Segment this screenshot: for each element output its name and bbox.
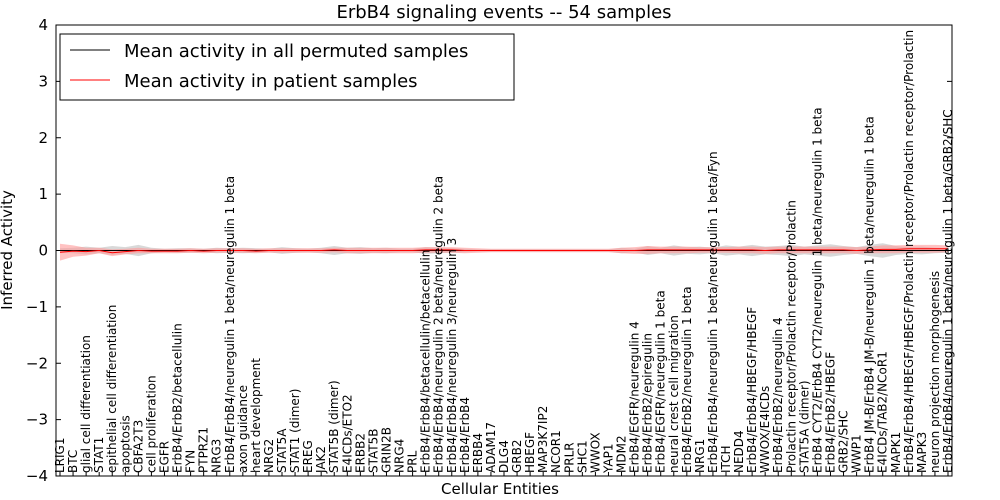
y-tick-label: −3	[26, 411, 48, 429]
x-tick-label: DLG4	[497, 440, 511, 473]
patient-band	[60, 243, 948, 261]
patient-mean-line	[59, 248, 948, 254]
x-tick-label: ADAM17	[484, 422, 498, 473]
x-tick-label: GRB2/SHC	[837, 410, 851, 473]
x-axis-label: Cellular Entities	[441, 480, 559, 498]
y-tick-label: 4	[38, 16, 48, 34]
x-tick-label: ErbB4/ErbB4/neuregulin 2 beta/neuregulin…	[432, 176, 446, 473]
y-tick-label: 1	[38, 185, 48, 203]
legend-label-permuted: Mean activity in all permuted samples	[124, 41, 468, 62]
x-tick-label: ErbB4/ErbB4/neuregulin 1 beta/neuregulin…	[706, 151, 720, 473]
x-tick-label: MAPK1	[889, 432, 903, 473]
x-tick-label: glial cell differentiation	[79, 335, 93, 473]
x-tick-label: ErbB4/ErbB4/betacellulin/betacellulin	[419, 250, 433, 473]
x-tick-label: MAPK3	[915, 432, 929, 473]
x-tick-label: ErbB4/ErbB4/neuregulin 1 beta/neuregulin…	[941, 109, 955, 473]
x-tick-label: CBFA2T3	[131, 420, 145, 473]
x-tick-label: ErbB4/EGFR/neuregulin 1 beta	[654, 290, 668, 473]
legend-box	[59, 33, 515, 101]
x-tick-label: GRIN2B	[380, 427, 394, 473]
x-tick-label: YAP1	[602, 444, 616, 474]
x-tick-label: JAK2	[314, 446, 328, 474]
x-tick-label: FYN	[184, 450, 198, 473]
x-tick-label: EREG	[301, 440, 315, 473]
x-tick-label: Prolactin receptor/Prolactin receptor/Pr…	[784, 200, 798, 473]
x-tick-label: WWP1	[850, 434, 864, 473]
x-tick-label: GRB2	[510, 439, 524, 473]
chart-title: ErbB4 signaling events -- 54 samples	[336, 2, 671, 23]
y-tick-label: 3	[38, 72, 48, 90]
x-tick-label: PRL	[406, 450, 420, 473]
y-tick-label: −2	[26, 354, 48, 372]
x-tick-label: ErbB4 JM-B/ErbB4 JM-B/neuregulin 1 beta/…	[863, 116, 877, 473]
x-axis: LRIG1 BTC glial cell differentiation STAT1 e…	[53, 30, 955, 476]
x-tick-label: ErbB4/EGFR/neuregulin 4	[628, 321, 642, 473]
x-tick-label: HBEGF	[523, 432, 537, 473]
x-tick-label: NEDD4	[732, 430, 746, 473]
x-tick-label: BTC	[66, 450, 80, 473]
y-axis: −4 −3 −2 −1 0 1 2 3 4	[26, 16, 952, 485]
x-tick-label: axon guidance	[236, 385, 250, 473]
y-tick-label: −1	[26, 298, 48, 316]
x-tick-label: ErbB4/ErbB4/neuregulin 1 beta/neuregulin…	[223, 176, 237, 473]
x-tick-label: ErbB4/ErbB4	[458, 397, 472, 473]
x-tick-label: ErbB4/ErbB2/HBEGF	[824, 352, 838, 473]
x-tick-label: PTPRZ1	[197, 427, 211, 473]
x-tick-label: STAT1 (dimer)	[288, 389, 302, 473]
x-tick-label: ERBB4	[471, 433, 485, 473]
x-tick-label: ITCH	[719, 445, 733, 473]
x-tick-label: WWOX/E4ICDs	[758, 386, 772, 473]
legend-label-patient: Mean activity in patient samples	[124, 71, 418, 92]
x-tick-label: epithelial cell differentiation	[105, 305, 119, 473]
x-tick-label: E4ICDs/TAB2/NCoR1	[876, 351, 890, 473]
x-tick-label: ErbB4/ErbB2/neuregulin 1 beta	[680, 286, 694, 473]
x-tick-label: heart development	[249, 358, 263, 473]
y-tick-label: −4	[26, 467, 48, 485]
x-tick-label: WWOX	[588, 432, 602, 473]
x-tick-label: NRG4	[393, 439, 407, 473]
x-tick-label: EGFR	[158, 441, 172, 473]
x-tick-label: STAT5A (dimer)	[797, 380, 811, 473]
x-tick-label: ERBB2	[353, 433, 367, 473]
x-tick-label: STAT5B	[366, 429, 380, 474]
legend: Mean activity in all permuted samples Me…	[59, 33, 515, 101]
series-lines	[59, 248, 948, 254]
x-tick-label: PRLR	[562, 442, 576, 473]
x-tick-label: SHC1	[575, 440, 589, 473]
x-tick-label: ErbB4/ErbB4/HBEGF/HBEGF/Prolactin recept…	[902, 30, 916, 473]
x-tick-label: STAT1	[92, 437, 106, 473]
x-tick-label: STAT5A	[275, 428, 289, 473]
y-tick-label: 0	[38, 242, 48, 260]
x-tick-label: MAP3K7IP2	[536, 406, 550, 473]
x-tick-label: ErbB4/ErbB2/epiregulin	[641, 333, 655, 473]
x-tick-label: STAT5B (dimer)	[327, 380, 341, 473]
x-tick-label: ErbB4/ErbB4/neuregulin 3/neuregulin 3	[445, 238, 459, 473]
x-tick-label: NRG2	[262, 439, 276, 473]
x-tick-label: MDM2	[615, 435, 629, 473]
x-tick-label: NRG3	[210, 439, 224, 473]
x-tick-label: apoptosis	[118, 415, 132, 473]
x-tick-label: neural crest cell migration	[667, 315, 681, 473]
x-tick-label: neuron projection morphogenesis	[928, 271, 942, 473]
x-tick-label: NRG1	[693, 439, 707, 473]
x-tick-label: ErbB4 CYT2/ErbB4 CYT2/neuregulin 1 beta/…	[810, 107, 824, 473]
x-tick-label: ErbB4/ErbB2/neuregulin 4	[771, 317, 785, 473]
x-tick-label: cell proliferation	[144, 375, 158, 473]
y-tick-label: 2	[38, 129, 48, 147]
x-tick-label: NCOR1	[549, 430, 563, 473]
x-tick-label: E4ICDs/ETO2	[340, 394, 354, 473]
x-tick-label: ErbB4/ErbB4/HBEGF/HBEGF	[745, 307, 759, 473]
x-tick-label: ErbB4/ErbB2/betacellulin	[171, 323, 185, 473]
x-tick-label: LRIG1	[53, 438, 67, 474]
y-axis-label: Inferred Activity	[0, 190, 16, 310]
